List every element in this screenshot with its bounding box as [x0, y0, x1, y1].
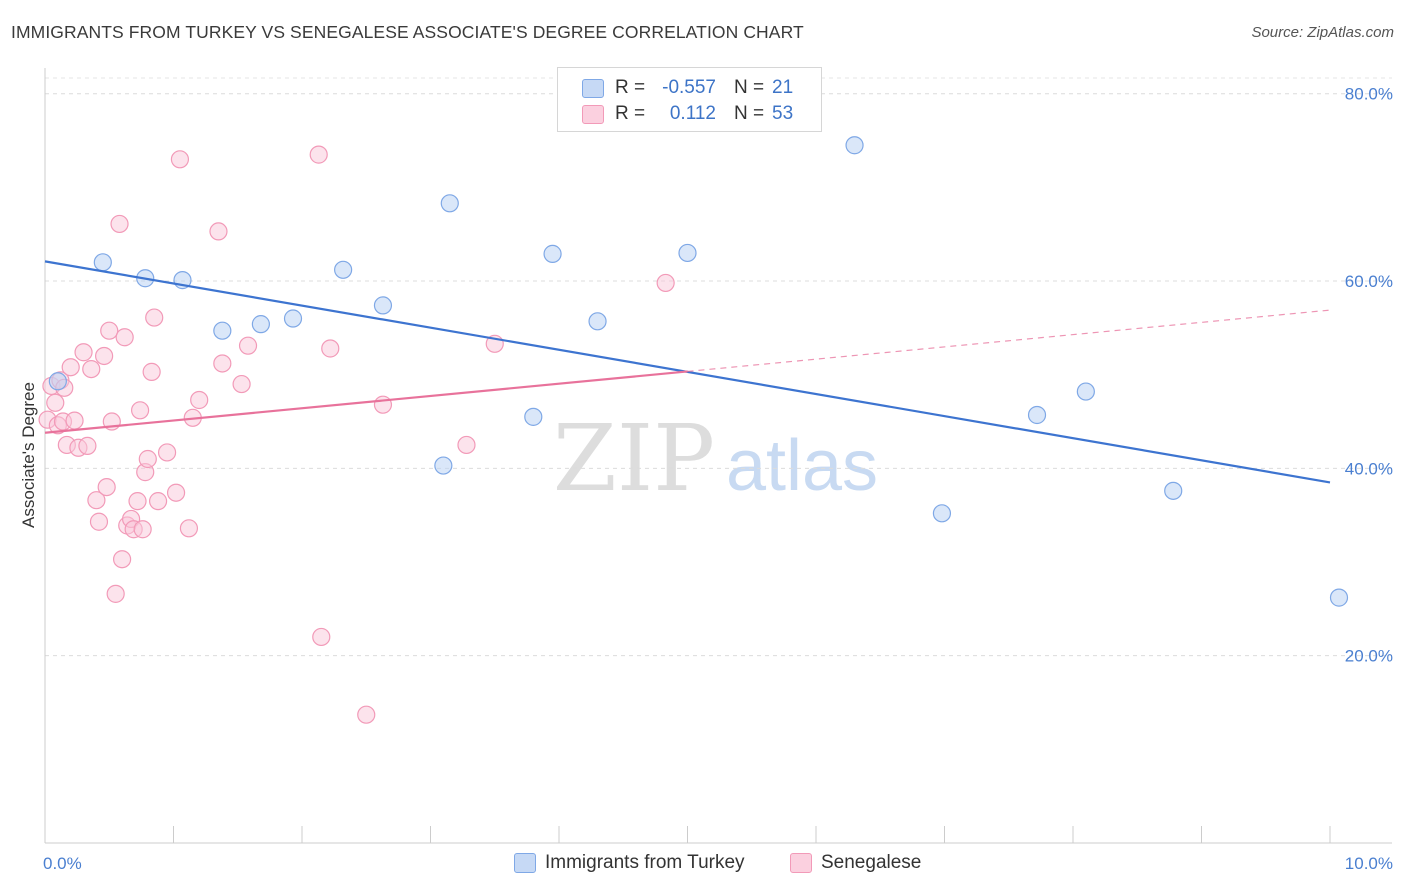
legend-swatch-turkey: [582, 79, 604, 98]
senegalese-point-51: [656, 273, 675, 293]
senegalese-point-28: [133, 520, 152, 539]
bottom-legend-swatch-turkey: [514, 853, 536, 873]
senegalese-point-8: [65, 411, 84, 430]
turkey-point-15: [845, 136, 864, 155]
y-tick-label-1: 40.0%: [1345, 459, 1393, 478]
senegalese-trend-line-extension: [687, 309, 1331, 373]
senegalese-point-11: [78, 436, 97, 455]
trend-lines: [44, 260, 1331, 484]
legend-r-value: -0.557: [662, 77, 716, 98]
senegalese-trend-line: [44, 370, 688, 434]
y-tick-label-2: 60.0%: [1345, 272, 1393, 291]
y-tick-label-0: 20.0%: [1345, 647, 1393, 666]
turkey-point-12: [543, 244, 562, 263]
senegalese-point-33: [148, 492, 168, 511]
turkey-point-18: [1027, 405, 1047, 425]
senegalese-point-30: [138, 449, 157, 469]
turkey-point-8: [373, 296, 393, 315]
turkey-point-14: [678, 243, 697, 263]
turkey-point-16: [932, 504, 952, 523]
legend-r-label: R =: [615, 103, 646, 124]
senegalese-point-20: [110, 214, 129, 234]
bottom-legend-swatch-senegalese: [790, 853, 812, 873]
senegalese-point-32: [145, 308, 164, 327]
legend-n-label: N =: [734, 77, 765, 98]
senegalese-point-46: [321, 339, 340, 358]
legend-n-value: 21: [772, 77, 794, 98]
senegalese-point-47: [357, 705, 376, 724]
senegalese-point-16: [97, 477, 116, 497]
senegalese-point-14: [89, 512, 109, 531]
gridlines: [45, 77, 1392, 657]
turkey-point-5: [251, 315, 270, 334]
senegalese-point-35: [166, 483, 186, 502]
legend-swatch-senegalese: [582, 105, 604, 124]
senegalese-point-22: [115, 328, 134, 347]
senegalese-point-7: [61, 358, 80, 377]
senegalese-point-44: [309, 145, 328, 164]
turkey-point-6: [283, 309, 303, 328]
bottom-legend-label-turkey: Immigrants from Turkey: [545, 852, 745, 873]
turkey-point-1: [93, 253, 112, 272]
senegalese-point-13: [87, 491, 106, 510]
turkey-point-13: [588, 312, 607, 331]
senegalese-point-36: [170, 150, 190, 169]
watermark-zip: ZIP: [553, 405, 715, 512]
turkey-point-20: [1164, 481, 1183, 500]
senegalese-point-19: [106, 584, 125, 603]
senegalese-point-31: [142, 362, 161, 381]
senegalese-point-2: [46, 393, 65, 412]
senegalese-point-34: [157, 443, 177, 462]
turkey-point-11: [524, 407, 543, 426]
senegalese-point-17: [100, 321, 119, 340]
x-tick-label-0: 0.0%: [43, 854, 82, 873]
legend-row-senegalese: R = 0.112 N = 53: [558, 101, 821, 127]
senegalese-point-26: [128, 492, 147, 511]
senegalese-point-43: [238, 336, 258, 355]
turkey-point-7: [334, 260, 353, 279]
legend-r-value: 0.112: [669, 103, 716, 124]
turkey-point-4: [213, 321, 232, 340]
stats-legend: R = -0.557 N = 21 R = 0.112 N = 53: [557, 67, 822, 132]
turkey-point-9: [434, 456, 453, 475]
senegalese-point-49: [457, 435, 476, 455]
legend-row-turkey: R = -0.557 N = 21: [558, 75, 821, 101]
x-tick-label-1: 10.0%: [1345, 854, 1393, 873]
y-tick-labels: 20.0% 40.0% 60.0% 80.0%: [1345, 85, 1393, 666]
senegalese-point-21: [112, 550, 132, 569]
turkey-point-19: [1076, 382, 1095, 401]
legend-n-label: N =: [734, 103, 765, 124]
axes: [44, 68, 1392, 844]
senegalese-point-12: [82, 359, 101, 379]
y-axis-label: Associate's Degree: [19, 382, 38, 528]
senegalese-point-39: [190, 390, 209, 410]
turkey-point-0: [48, 372, 67, 391]
watermark: ZIP atlas: [553, 405, 878, 512]
chart-title: IMMIGRANTS FROM TURKEY VS SENEGALESE ASS…: [11, 22, 804, 42]
senegalese-point-48: [373, 395, 393, 414]
watermark-atlas: atlas: [726, 426, 878, 506]
senegalese-point-42: [232, 374, 251, 394]
x-tick-labels: 0.0% 10.0%: [43, 854, 1393, 873]
senegalese-point-37: [179, 519, 199, 538]
senegalese-point-45: [312, 627, 331, 647]
source-label: Source: ZipAtlas.com: [1251, 24, 1394, 41]
data-points: [38, 136, 1349, 724]
bottom-legend-label-senegalese: Senegalese: [821, 852, 922, 873]
senegalese-point-10: [74, 343, 93, 362]
turkey-point-21: [1329, 588, 1349, 607]
senegalese-point-41: [213, 354, 232, 373]
senegalese-point-40: [209, 222, 228, 241]
legend-n-value: 53: [772, 103, 794, 124]
y-tick-label-3: 80.0%: [1345, 85, 1393, 104]
senegalese-point-27: [130, 401, 150, 420]
turkey-point-10: [440, 194, 459, 213]
senegalese-point-15: [95, 346, 114, 366]
legend-r-label: R =: [615, 77, 646, 98]
